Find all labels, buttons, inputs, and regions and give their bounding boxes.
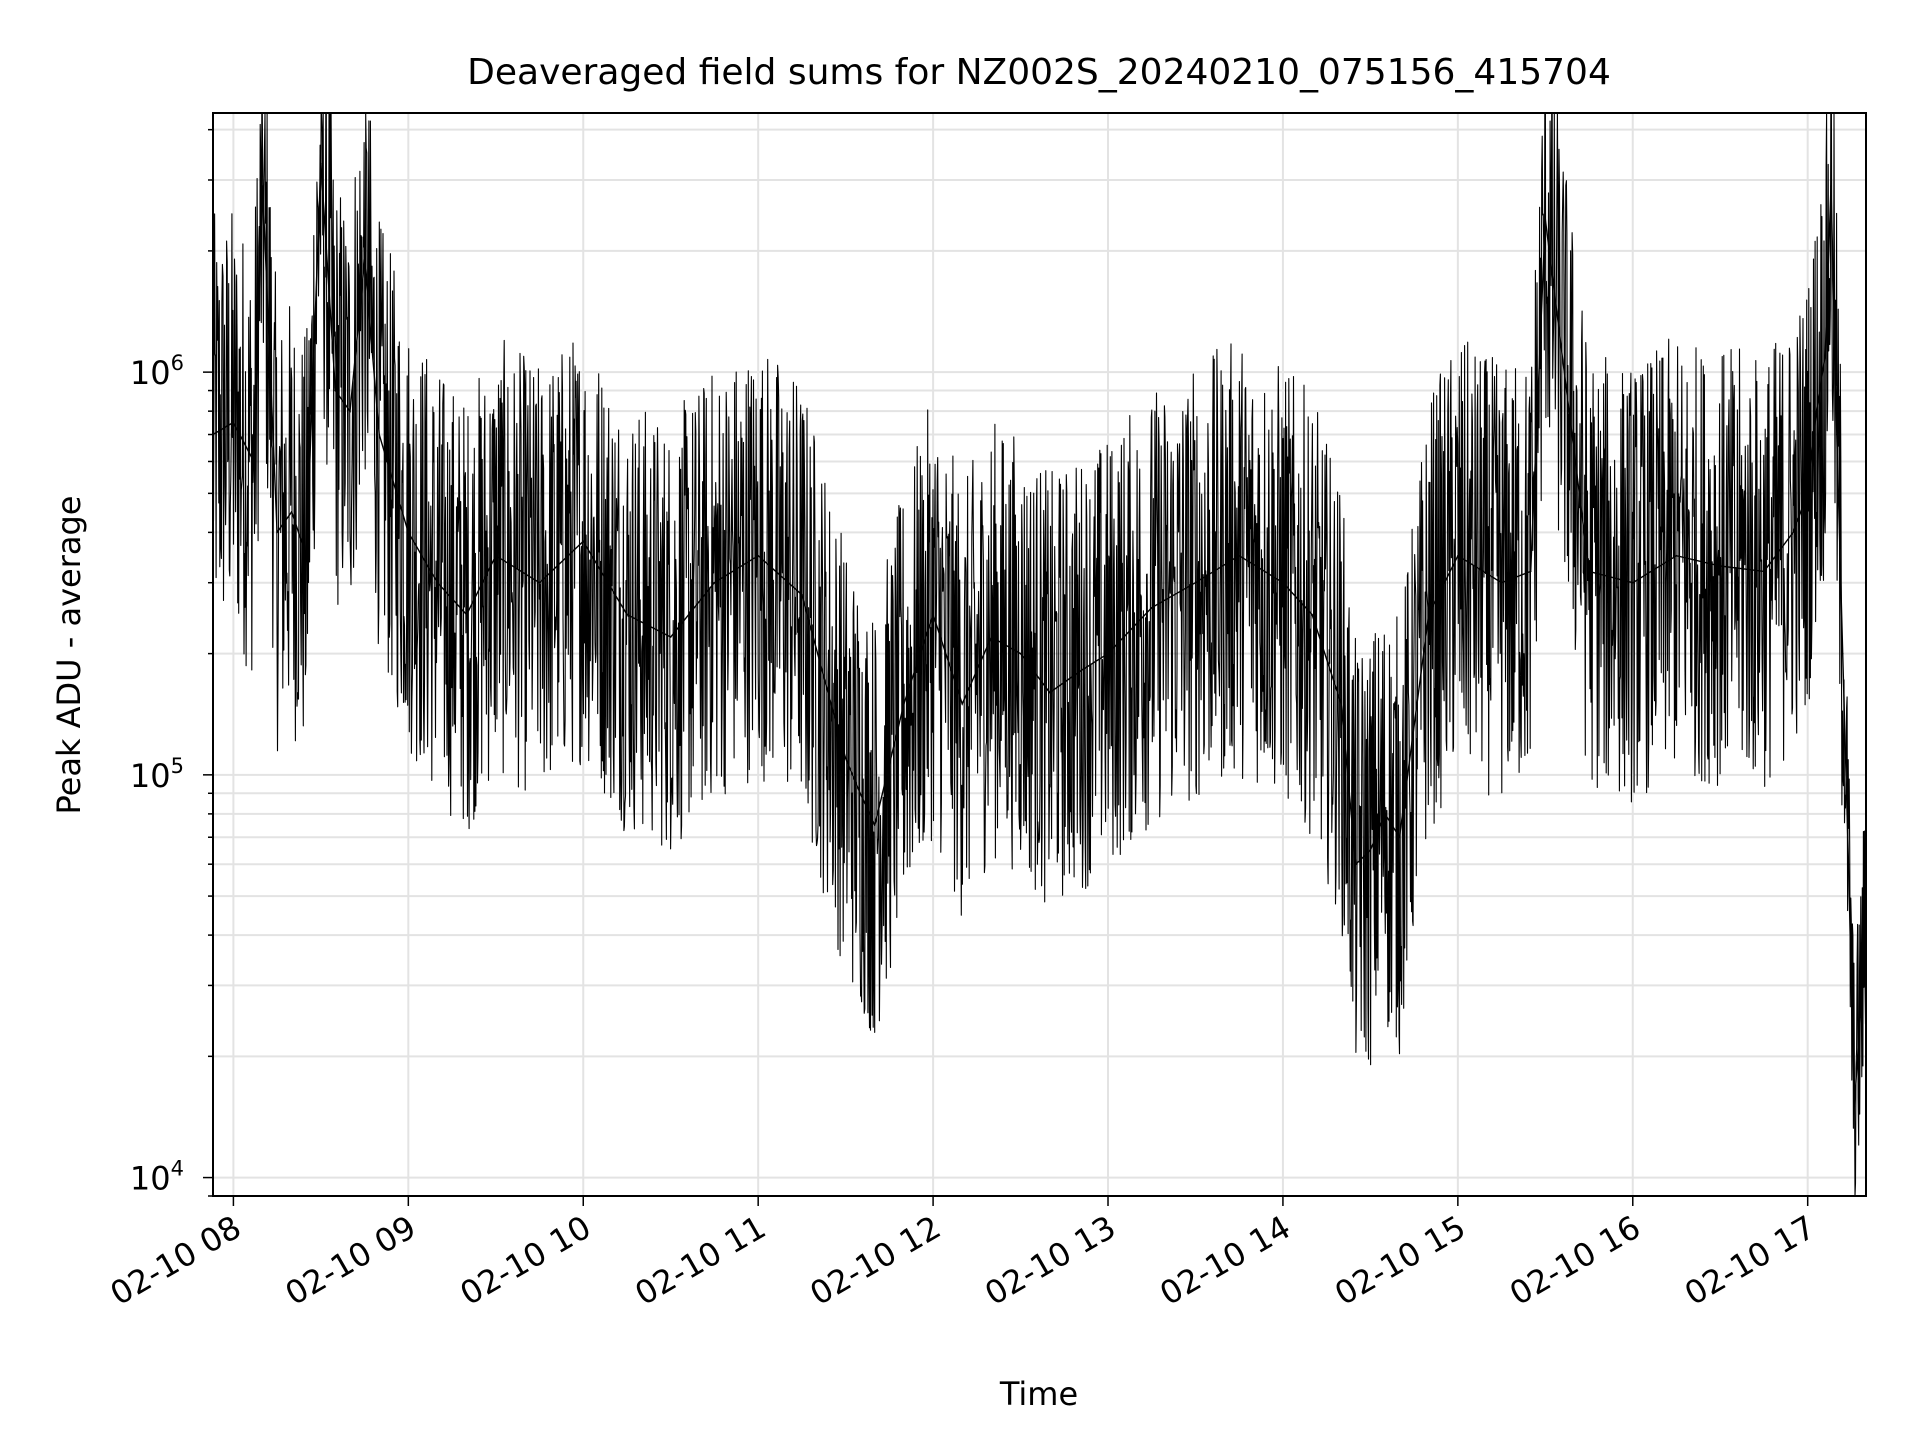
data-point xyxy=(1500,581,1503,584)
data-point xyxy=(1806,492,1809,495)
data-point xyxy=(1544,218,1547,220)
data-point xyxy=(1859,1016,1861,1019)
data-point xyxy=(1150,606,1153,609)
y-axis-label: Peak ADU - average xyxy=(50,496,88,815)
x-tick-label: 02-10 11 xyxy=(629,1208,773,1313)
data-point xyxy=(436,581,439,584)
data-point xyxy=(1048,691,1051,694)
data-point xyxy=(1815,410,1818,413)
x-tick-label: 02-10 12 xyxy=(803,1208,947,1313)
data-point xyxy=(232,421,235,424)
data-point xyxy=(1238,554,1240,557)
x-tick-label: 02-10 13 xyxy=(978,1208,1122,1313)
data-point xyxy=(261,185,264,187)
data-point xyxy=(1398,836,1401,838)
series-group xyxy=(212,162,1867,1108)
x-tick-label: 02-10 10 xyxy=(454,1208,598,1313)
data-point xyxy=(1792,531,1794,534)
x-tick-label: 02-10 15 xyxy=(1328,1208,1472,1313)
data-point xyxy=(626,613,628,616)
data-point xyxy=(407,531,410,534)
data-point xyxy=(349,410,351,413)
data-point xyxy=(1529,570,1532,573)
data-point xyxy=(990,636,993,638)
x-tick-label: 02-10 17 xyxy=(1678,1208,1822,1313)
data-point xyxy=(859,792,861,795)
data-point xyxy=(495,554,497,557)
x-tick-label: 02-10 16 xyxy=(1503,1208,1647,1313)
data-point xyxy=(1763,570,1765,573)
y-tick-label: 105 xyxy=(130,754,184,795)
data-point xyxy=(1107,652,1109,655)
data-point xyxy=(903,703,905,705)
x-tick-label: 02-10 08 xyxy=(104,1208,248,1313)
data-point xyxy=(290,511,293,513)
data-point xyxy=(1457,554,1459,557)
data-point xyxy=(713,581,716,584)
data-point xyxy=(1675,554,1678,557)
y-tick-base: 10 xyxy=(130,1160,171,1198)
data-point xyxy=(334,389,337,392)
data-point xyxy=(1019,652,1022,655)
data-point xyxy=(1340,703,1342,705)
data-point xyxy=(1847,863,1850,865)
data-point xyxy=(1355,863,1357,865)
data-point xyxy=(1384,813,1386,815)
x-axis-label: Time xyxy=(999,1375,1078,1413)
data-point xyxy=(801,594,803,596)
data-point xyxy=(1427,613,1430,616)
data-point xyxy=(1282,581,1284,584)
data-point xyxy=(253,460,255,463)
x-tick-label: 02-10 09 xyxy=(279,1208,423,1313)
x-tick-label: 02-10 14 xyxy=(1153,1208,1297,1313)
data-point xyxy=(1841,652,1844,655)
data-point xyxy=(1824,354,1826,357)
series-detail xyxy=(212,112,1867,1197)
y-tick-base: 10 xyxy=(130,757,171,795)
data-point xyxy=(1632,581,1634,584)
series-noise-line xyxy=(212,112,1867,1197)
data-point xyxy=(1194,581,1197,584)
data-point xyxy=(669,636,672,638)
data-point xyxy=(757,554,759,557)
y-tick-label: 104 xyxy=(130,1157,184,1198)
data-point xyxy=(378,433,381,436)
y-tick-exponent: 5 xyxy=(171,754,184,778)
x-axis-ticks: 02-10 08 02-10 09 02-10 10 02-10 11 02-10 12… xyxy=(104,1196,1822,1313)
data-point xyxy=(582,540,584,543)
data-point xyxy=(932,613,934,616)
chart-title: Deaveraged field sums for NZ002S_2024021… xyxy=(467,52,1611,93)
data-point xyxy=(1369,849,1372,851)
data-point xyxy=(874,824,876,826)
data-point xyxy=(1311,613,1313,616)
plot-frame xyxy=(212,112,1867,1197)
y-tick-base: 10 xyxy=(130,354,171,392)
y-tick-exponent: 6 xyxy=(171,351,184,375)
data-point xyxy=(276,531,278,534)
data-point xyxy=(1078,671,1080,673)
data-point xyxy=(305,554,308,557)
data-point xyxy=(363,259,366,261)
data-point xyxy=(1853,1105,1856,1108)
data-point xyxy=(538,581,541,584)
data-point xyxy=(320,162,322,165)
data-point xyxy=(1588,570,1590,573)
y-tick-label: 106 xyxy=(130,351,184,392)
data-point xyxy=(1719,565,1721,567)
data-point xyxy=(961,703,963,705)
data-point xyxy=(1836,433,1838,436)
data-point xyxy=(844,757,847,759)
data-point xyxy=(1830,185,1832,187)
y-tick-exponent: 4 xyxy=(171,1157,184,1181)
data-point xyxy=(465,613,468,616)
